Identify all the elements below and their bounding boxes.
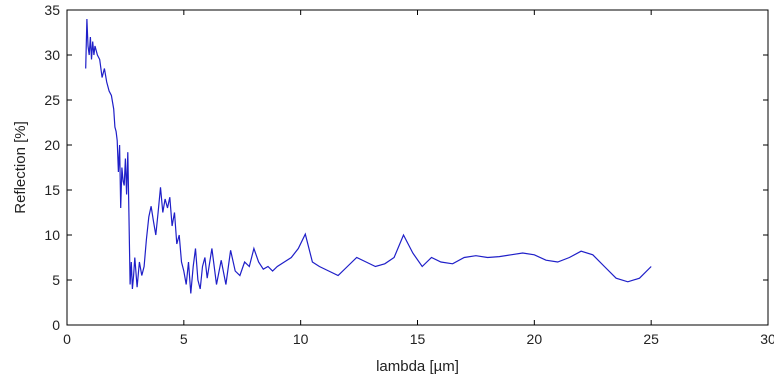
y-tick-label: 25 xyxy=(44,92,60,108)
y-tick-label: 30 xyxy=(44,47,60,63)
x-tick-label: 30 xyxy=(760,331,774,347)
y-tick-labels: 0 5 10 15 20 25 30 35 xyxy=(44,2,60,333)
y-tick-label: 10 xyxy=(44,227,60,243)
x-tick-label: 15 xyxy=(410,331,426,347)
x-tick-label: 25 xyxy=(643,331,659,347)
y-tick-label: 35 xyxy=(44,2,60,18)
x-tick-label: 5 xyxy=(180,331,188,347)
x-tick-label: 10 xyxy=(293,331,309,347)
plot-frame xyxy=(66,9,769,326)
series-line xyxy=(85,18,652,294)
y-tick-label: 0 xyxy=(52,317,60,333)
y-tick-label: 20 xyxy=(44,137,60,153)
plot-area xyxy=(85,18,652,294)
y-tick-label: 5 xyxy=(52,272,60,288)
x-tick-labels: 0 5 10 15 20 25 30 xyxy=(63,331,774,347)
x-axis-title: lambda [µm] xyxy=(376,358,459,375)
axis-ticks xyxy=(66,9,769,326)
x-tick-label: 0 xyxy=(63,331,71,347)
x-tick-label: 20 xyxy=(527,331,543,347)
y-tick-label: 15 xyxy=(44,182,60,198)
y-axis-title: Reflection [%] xyxy=(12,121,29,214)
